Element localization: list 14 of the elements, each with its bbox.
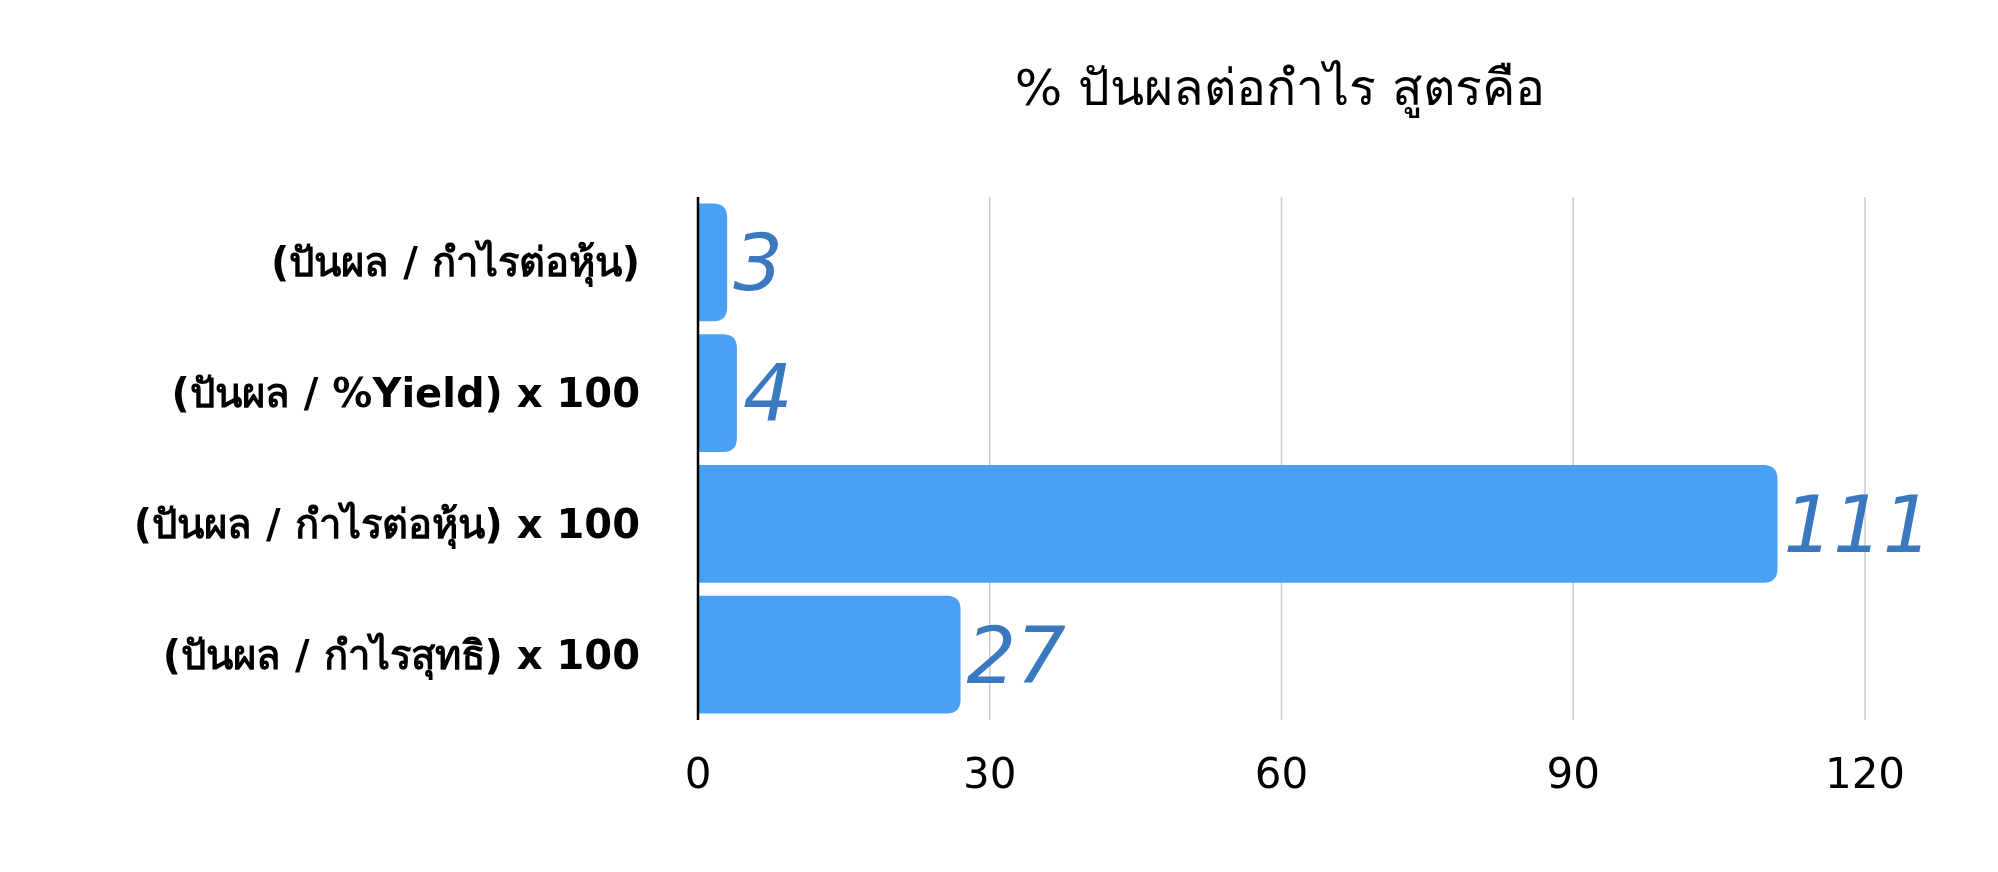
category: (ปันผล / กำไรสุทธิ) x 100: [162, 631, 640, 678]
data-label: 4: [742, 349, 793, 440]
xtick: 60: [1254, 749, 1309, 798]
xtick: 90: [1546, 749, 1600, 798]
title: % ปันผลต่อกำไร สูตรคือ: [1014, 59, 1546, 117]
xtick: 120: [1824, 749, 1906, 798]
data-label: 3: [733, 218, 783, 309]
xtick: 0: [684, 749, 712, 798]
data-label: 111: [1783, 479, 1933, 570]
xtick: 30: [963, 749, 1017, 798]
category: (ปันผล / กำไรต่อหุ้น) x 100: [133, 500, 640, 547]
data-label: 27: [966, 610, 1066, 701]
category: (ปันผล / กำไรต่อหุ้น): [270, 239, 640, 286]
category: (ปันผล / %Yield) x 100: [171, 370, 640, 417]
